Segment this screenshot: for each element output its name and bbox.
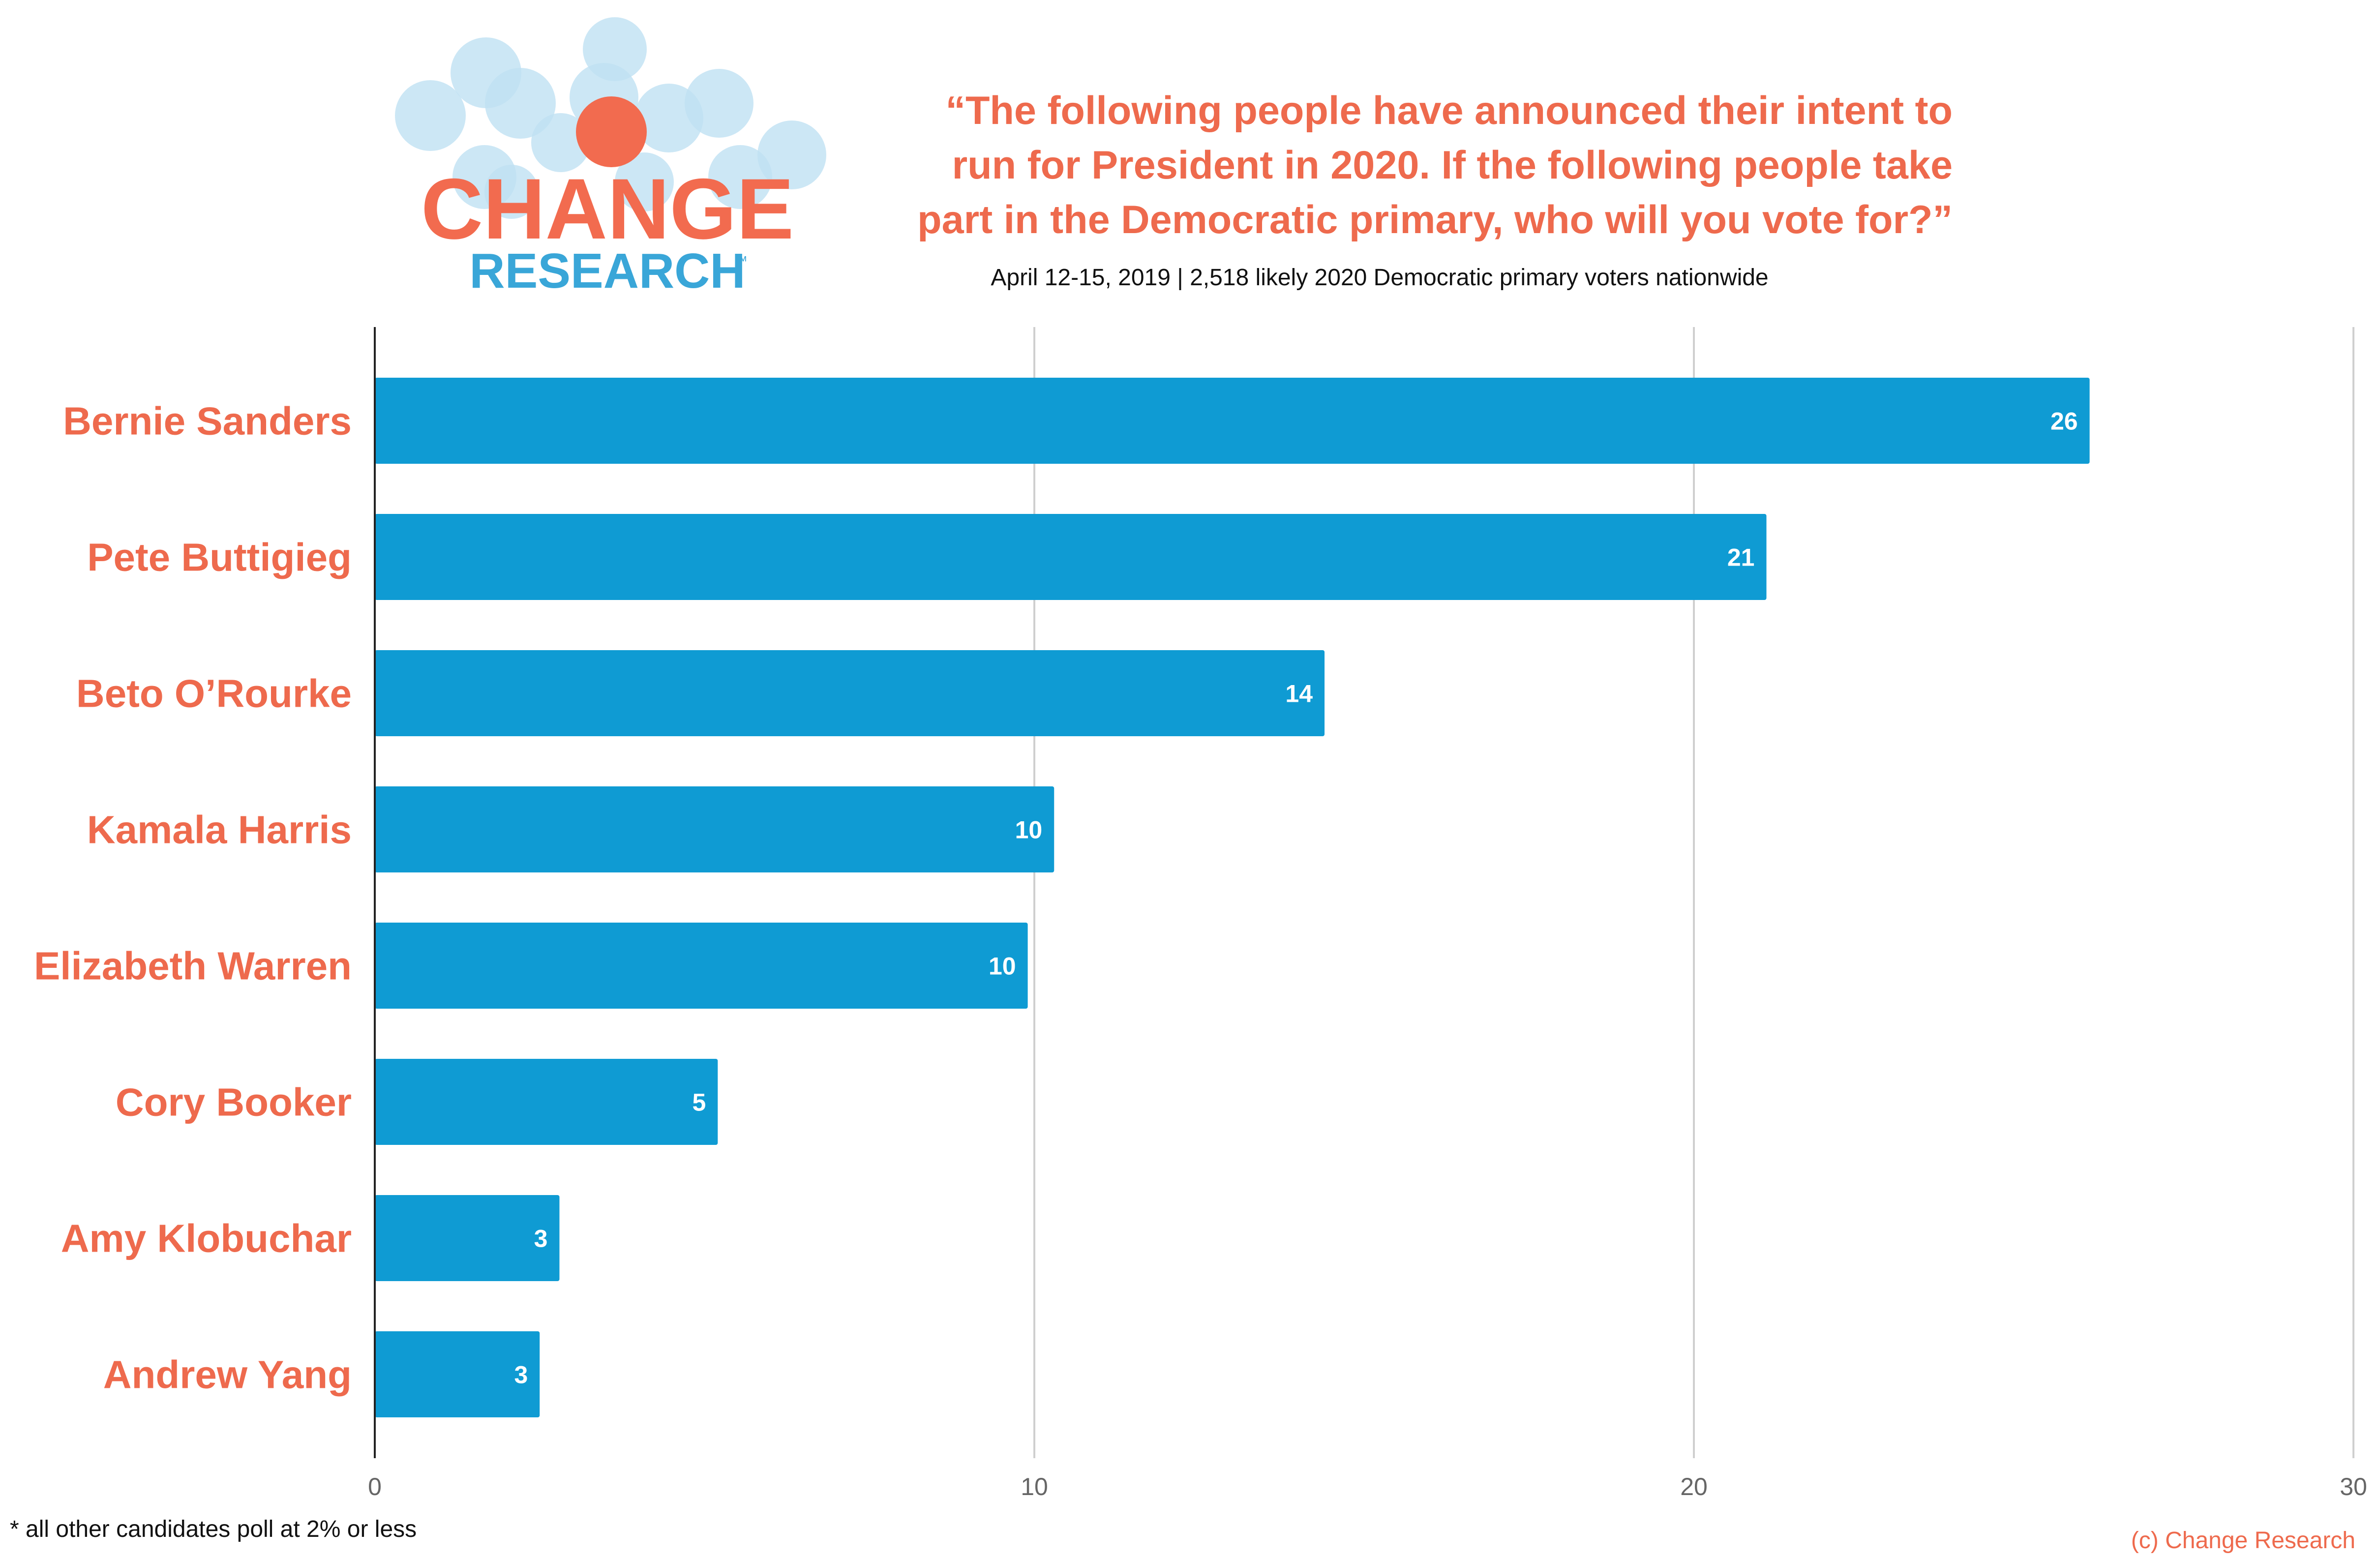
bar [375,1059,718,1145]
x-tick-label: 10 [1021,1473,1048,1500]
axis-layer: 0 10 20 30 [368,327,2367,1500]
bar-value-label: 3 [534,1225,548,1253]
x-tick-label: 30 [2340,1473,2367,1500]
label-layer: 26 Bernie Sanders 21 Pete Buttigieg 14 Beto O… [34,399,2078,1397]
logo-bubble [484,165,539,219]
logo-bubble [485,68,556,139]
x-tick-label: 0 [368,1473,382,1500]
category-label: Kamala Harris [87,808,352,852]
bar-layer [375,378,2090,1417]
bar-value-label: 26 [2050,408,2078,435]
logo-word-change: CHANGE [421,161,794,257]
footnote: * all other candidates poll at 2% or les… [10,1516,417,1542]
bar-value-label: 3 [514,1361,528,1389]
category-label: Andrew Yang [103,1353,352,1397]
category-label: Beto O’Rourke [76,672,352,716]
bar [375,786,1054,872]
bar-value-label: 10 [1015,816,1043,844]
logo-bubble [615,152,674,211]
bar-value-label: 10 [989,953,1016,980]
bar [375,1195,560,1281]
category-label: Cory Booker [116,1080,352,1124]
logo-bubble [708,145,772,209]
chart-title: “The following people have announced the… [807,84,1953,247]
title-line-2: run for President in 2020. If the follow… [952,143,1953,187]
bar [375,650,1325,736]
bar [375,514,1767,600]
logo-bubble [531,113,590,172]
logo-bubbles [395,17,826,219]
bar [375,923,1028,1009]
logo-bubble [757,120,826,189]
bar-value-label: 21 [1727,544,1755,571]
logo-bubble [685,69,753,138]
logo-orange-dot [576,96,647,167]
logo-trademark: ™ [734,253,748,269]
category-label: Elizabeth Warren [34,944,352,988]
title-line-1: “The following people have announced the… [945,89,1953,133]
bar [375,1331,540,1417]
category-label: Pete Buttigieg [87,536,352,579]
category-label: Amy Klobuchar [61,1217,352,1260]
bar [375,378,2090,464]
chart-subtitle: April 12-15, 2019 | 2,518 likely 2020 De… [991,265,1769,291]
change-research-logo: CHANGE RESEARCH ™ [395,17,826,299]
category-label: Bernie Sanders [63,399,352,443]
logo-word-research: RESEARCH [469,243,745,299]
x-tick-label: 20 [1680,1473,1708,1500]
title-line-3: part in the Democratic primary, who will… [917,198,1953,242]
bar-value-label: 14 [1285,680,1313,708]
source-credit: (c) Change Research [2131,1528,2355,1554]
bar-value-label: 5 [693,1089,706,1116]
grid-layer [1033,327,2354,1458]
logo-bubble [395,80,466,151]
